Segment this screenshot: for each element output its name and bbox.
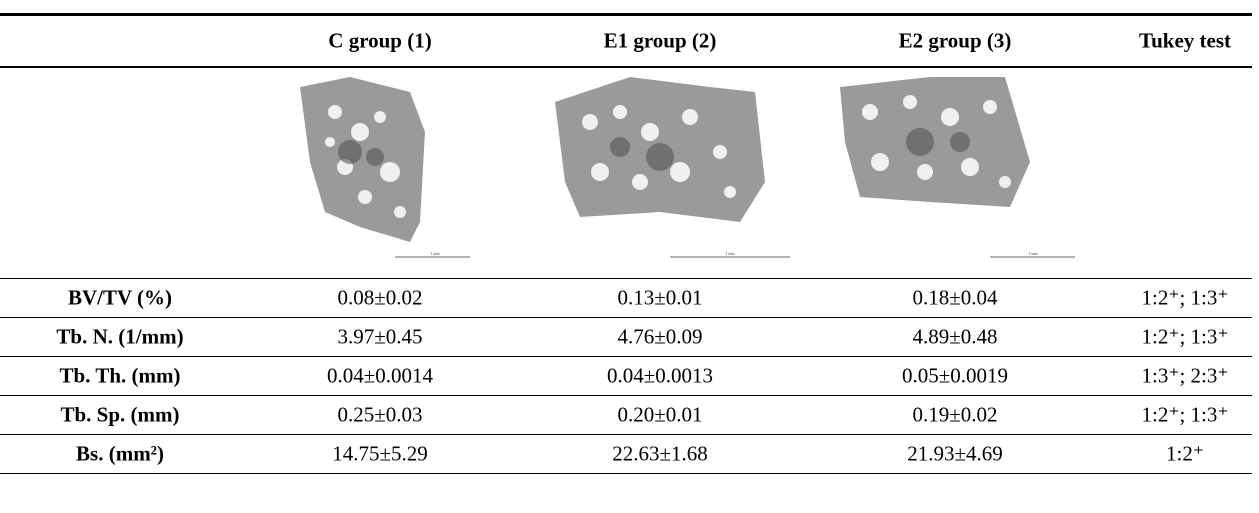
cell-value: 4.89±0.48 [912, 324, 997, 349]
row-label: Tb. N. (1/mm) [56, 324, 183, 349]
row-label: Tb. Th. (mm) [60, 363, 181, 388]
table-page: C group (1) E1 group (2) E2 group (3) Tukey… [0, 0, 1259, 513]
cell-value: 22.63±1.68 [612, 441, 708, 466]
microct-image [830, 72, 1090, 262]
cell-value: 0.20±0.01 [617, 402, 702, 427]
cell-value: 1:2⁺; 1:3⁺ [1142, 285, 1229, 310]
cell-value: 0.13±0.01 [617, 285, 702, 310]
cell-value: 1:2⁺; 1:3⁺ [1142, 324, 1229, 349]
cell-value: 0.05±0.0019 [902, 363, 1008, 388]
cell-value: 1:2⁺; 1:3⁺ [1142, 402, 1229, 427]
cell-value: 1:3⁺; 2:3⁺ [1142, 363, 1229, 388]
microct-image [290, 72, 470, 262]
row-rule [0, 395, 1252, 396]
column-header: Tukey test [1139, 29, 1231, 54]
cell-value: 0.04±0.0013 [607, 363, 713, 388]
scale-label: 1 mm [430, 251, 439, 256]
row-rule [0, 278, 1252, 279]
cell-value: 0.25±0.03 [337, 402, 422, 427]
cell-value: 0.04±0.0014 [327, 363, 433, 388]
microct-image [540, 72, 800, 262]
cell-value: 4.76±0.09 [617, 324, 702, 349]
cell-value: 0.19±0.02 [912, 402, 997, 427]
top-rule [0, 13, 1252, 16]
cell-value: 3.97±0.45 [337, 324, 422, 349]
scale-label: 1 mm [725, 251, 734, 256]
scale-label: 1 mm [1028, 251, 1037, 256]
column-header: E1 group (2) [604, 29, 717, 54]
row-rule [0, 356, 1252, 357]
column-header: C group (1) [328, 29, 431, 54]
cell-value: 0.08±0.02 [337, 285, 422, 310]
cell-value: 21.93±4.69 [907, 441, 1003, 466]
row-label: Tb. Sp. (mm) [60, 402, 179, 427]
row-label: BV/TV (%) [68, 285, 172, 310]
bottom-rule [0, 473, 1252, 474]
header-rule [0, 66, 1252, 68]
row-rule [0, 434, 1252, 435]
row-label: Bs. (mm²) [76, 441, 164, 466]
cell-value: 1:2⁺ [1166, 441, 1204, 466]
cell-value: 14.75±5.29 [332, 441, 428, 466]
column-header: E2 group (3) [899, 29, 1012, 54]
cell-value: 0.18±0.04 [912, 285, 997, 310]
row-rule [0, 317, 1252, 318]
